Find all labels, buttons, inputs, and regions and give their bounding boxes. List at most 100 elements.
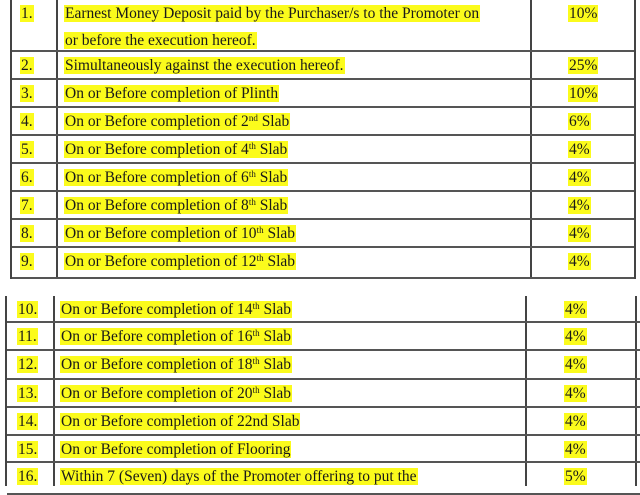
ordinal-suffix: th bbox=[256, 225, 264, 235]
row-number: 8. bbox=[20, 225, 34, 242]
row-number: 12. bbox=[17, 356, 39, 373]
description-suffix: Slab bbox=[259, 385, 292, 402]
ordinal-suffix: th bbox=[252, 385, 260, 395]
milestone-description: On or Before completion of 12th Slab bbox=[64, 248, 297, 275]
description-text: On or Before completion of 22nd Slab bbox=[61, 413, 300, 430]
milestone-description: On or Before completion of 4th Slab bbox=[64, 136, 289, 163]
column-divider bbox=[53, 296, 55, 486]
milestone-description: On or Before completion of 8th Slab bbox=[64, 192, 289, 219]
table-row: 11. On or Before completion of 16th Slab 4… bbox=[7, 323, 640, 351]
installment-percentage: 4% bbox=[568, 197, 591, 214]
description-suffix: Slab bbox=[255, 141, 288, 158]
installment-percentage: 10% bbox=[568, 5, 599, 22]
ordinal-suffix: th bbox=[248, 169, 256, 179]
description-suffix: Slab bbox=[255, 169, 288, 186]
description-text: On or Before completion of Plinth bbox=[65, 85, 279, 102]
description-text: On or Before completion of Flooring bbox=[61, 441, 291, 458]
description-text: On or Before completion of 20 bbox=[61, 385, 253, 402]
row-number: 1. bbox=[20, 5, 34, 22]
payment-schedule-table-1: 1. Earnest Money Deposit paid by the Purc… bbox=[10, 0, 636, 279]
ordinal-suffix: th bbox=[256, 253, 264, 263]
milestone-description: Within 7 (Seven) days of the Promoter of… bbox=[60, 463, 418, 490]
ordinal-suffix: nd bbox=[248, 113, 258, 123]
milestone-description: On or Before completion of 10th Slab bbox=[64, 220, 297, 247]
table-row: 3. On or Before completion of Plinth 10% bbox=[12, 80, 634, 108]
table-row: 6. On or Before completion of 6th Slab 4% bbox=[12, 164, 634, 192]
row-number: 6. bbox=[20, 169, 34, 186]
description-text: On or Before completion of 4 bbox=[65, 141, 249, 158]
description-text: On or Before completion of 18 bbox=[61, 356, 253, 373]
table-row: 5. On or Before completion of 4th Slab 4% bbox=[12, 136, 634, 164]
description-suffix: Slab bbox=[257, 113, 290, 130]
description-text: Within 7 (Seven) days of the Promoter of… bbox=[61, 468, 417, 485]
row-number: 4. bbox=[20, 113, 34, 130]
table-row: 15. On or Before completion of Flooring 4% bbox=[7, 436, 640, 463]
row-number: 7. bbox=[20, 197, 34, 214]
table-row: 13. On or Before completion of 20th Slab 4… bbox=[7, 380, 640, 408]
description-suffix: Slab bbox=[255, 197, 288, 214]
milestone-description: On or Before completion of 22nd Slab bbox=[60, 408, 301, 435]
row-number: 10. bbox=[17, 301, 39, 318]
installment-percentage: 4% bbox=[564, 328, 587, 345]
milestone-description: On or Before completion of Plinth bbox=[64, 80, 280, 107]
milestone-description: Simultaneously against the execution her… bbox=[64, 52, 345, 79]
milestone-description: On or Before completion of 18th Slab bbox=[60, 351, 293, 378]
description-text: On or Before completion of 6 bbox=[65, 169, 249, 186]
description-text: On or Before completion of 10 bbox=[65, 225, 257, 242]
ordinal-suffix: th bbox=[252, 328, 260, 338]
table-row: 16. Within 7 (Seven) days of the Promoter… bbox=[7, 463, 640, 495]
table-row: 1. Earnest Money Deposit paid by the Purc… bbox=[12, 0, 634, 52]
installment-percentage: 4% bbox=[564, 385, 587, 402]
column-divider bbox=[635, 296, 637, 486]
column-divider bbox=[56, 0, 58, 279]
installment-percentage: 4% bbox=[564, 301, 587, 318]
description-suffix: Slab bbox=[259, 301, 292, 318]
table-row: 7. On or Before completion of 8th Slab 4% bbox=[12, 192, 634, 220]
payment-schedule-table-2: 10. On or Before completion of 14th Slab 4… bbox=[5, 296, 640, 495]
installment-percentage: 25% bbox=[568, 57, 599, 74]
description-suffix: Slab bbox=[263, 225, 296, 242]
row-number: 2. bbox=[20, 57, 34, 74]
row-number: 15. bbox=[17, 441, 39, 458]
ordinal-suffix: th bbox=[248, 141, 256, 151]
description-line: or before the execution hereof. bbox=[64, 32, 257, 49]
installment-percentage: 4% bbox=[568, 225, 591, 242]
row-number: 5. bbox=[20, 141, 34, 158]
milestone-description: On or Before completion of 6th Slab bbox=[64, 164, 289, 191]
description-text: On or Before completion of 14 bbox=[61, 301, 253, 318]
installment-percentage: 4% bbox=[564, 356, 587, 373]
description-text: On or Before completion of 8 bbox=[65, 197, 249, 214]
ordinal-suffix: th bbox=[248, 197, 256, 207]
description-text: On or Before completion of 12 bbox=[65, 253, 257, 270]
installment-percentage: 5% bbox=[564, 468, 587, 485]
table-row: 9. On or Before completion of 12th Slab 4% bbox=[12, 248, 634, 279]
installment-percentage: 6% bbox=[568, 113, 591, 130]
description-text: On or Before completion of 2 bbox=[65, 113, 249, 130]
installment-percentage: 4% bbox=[568, 169, 591, 186]
description-text: Simultaneously against the execution her… bbox=[65, 57, 344, 74]
row-number: 11. bbox=[17, 328, 38, 345]
milestone-description: On or Before completion of 2nd Slab bbox=[64, 108, 291, 135]
table-row: 14. On or Before completion of 22nd Slab 4… bbox=[7, 408, 640, 436]
milestone-description: On or Before completion of 14th Slab bbox=[60, 296, 293, 323]
row-number: 13. bbox=[17, 385, 39, 402]
installment-percentage: 10% bbox=[568, 85, 599, 102]
installment-percentage: 4% bbox=[564, 441, 587, 458]
table-row: 2. Simultaneously against the execution h… bbox=[12, 52, 634, 80]
description-line: Earnest Money Deposit paid by the Purcha… bbox=[64, 5, 481, 22]
table-row: 10. On or Before completion of 14th Slab 4… bbox=[7, 296, 640, 323]
description-suffix: Slab bbox=[259, 356, 292, 373]
row-number: 16. bbox=[17, 468, 39, 485]
milestone-description: On or Before completion of 20th Slab bbox=[60, 380, 293, 407]
description-suffix: Slab bbox=[263, 253, 296, 270]
column-divider bbox=[530, 0, 532, 279]
ordinal-suffix: th bbox=[252, 301, 260, 311]
ordinal-suffix: th bbox=[252, 356, 260, 366]
milestone-description: On or Before completion of Flooring bbox=[60, 436, 292, 463]
row-number: 14. bbox=[17, 413, 39, 430]
table-row: 12. On or Before completion of 18th Slab 4… bbox=[7, 351, 640, 380]
installment-percentage: 4% bbox=[564, 413, 587, 430]
installment-percentage: 4% bbox=[568, 141, 591, 158]
installment-percentage: 4% bbox=[568, 253, 591, 270]
row-number: 9. bbox=[20, 253, 34, 270]
